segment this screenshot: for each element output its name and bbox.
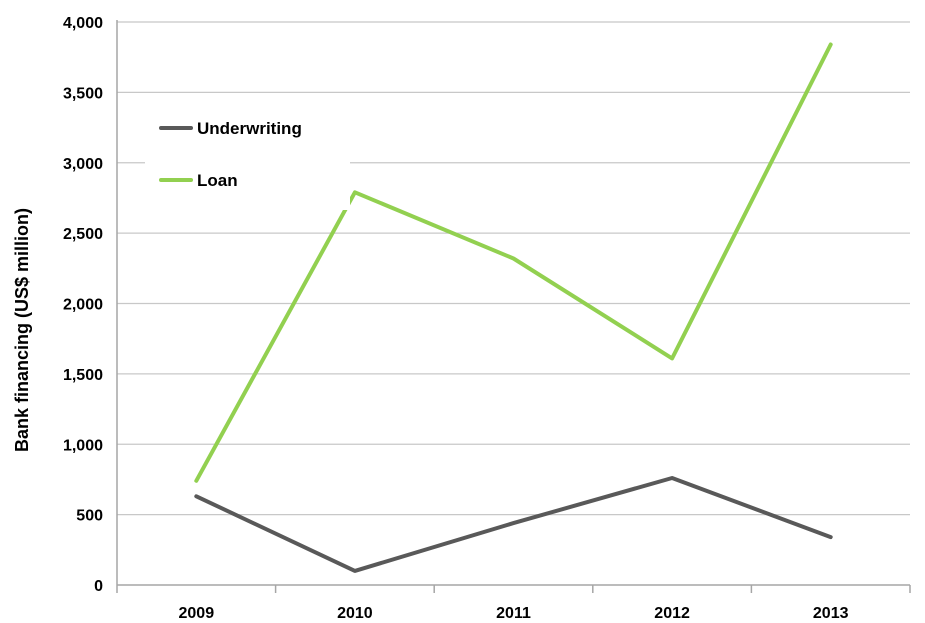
y-tick-label: 2,500 [63, 226, 103, 243]
y-tick-label: 500 [76, 508, 103, 525]
x-tick-label: 2009 [179, 605, 215, 622]
y-tick-label: 3,000 [63, 156, 103, 173]
y-tick-label: 0 [94, 578, 103, 595]
y-tick-label: 2,000 [63, 297, 103, 314]
legend-label: Loan [197, 171, 238, 190]
y-tick-label: 3,500 [63, 85, 103, 102]
y-axis-label: Bank financing (US$ million) [12, 208, 32, 452]
x-tick-label: 2012 [654, 605, 690, 622]
series-line-loan [194, 42, 833, 483]
legend: Underwriting Loan [145, 98, 350, 210]
x-tick-labels: 2009 2010 2011 2012 2013 [179, 605, 849, 622]
x-tick-label: 2013 [813, 605, 849, 622]
legend-background [145, 98, 350, 210]
series-line-underwriting [194, 476, 833, 573]
x-tick-label: 2010 [337, 605, 373, 622]
y-tick-label: 4,000 [63, 15, 103, 32]
y-tick-label: 1,000 [63, 437, 103, 454]
y-tick-labels: 0 500 1,000 1,500 2,000 2,500 3,000 3,500 4,000 [63, 15, 103, 595]
gridlines [117, 21, 910, 516]
y-tick-label: 1,500 [63, 367, 103, 384]
series-lines [194, 42, 833, 573]
x-tick-label: 2011 [496, 605, 531, 622]
legend-label: Underwriting [197, 119, 302, 138]
axes [116, 20, 911, 593]
